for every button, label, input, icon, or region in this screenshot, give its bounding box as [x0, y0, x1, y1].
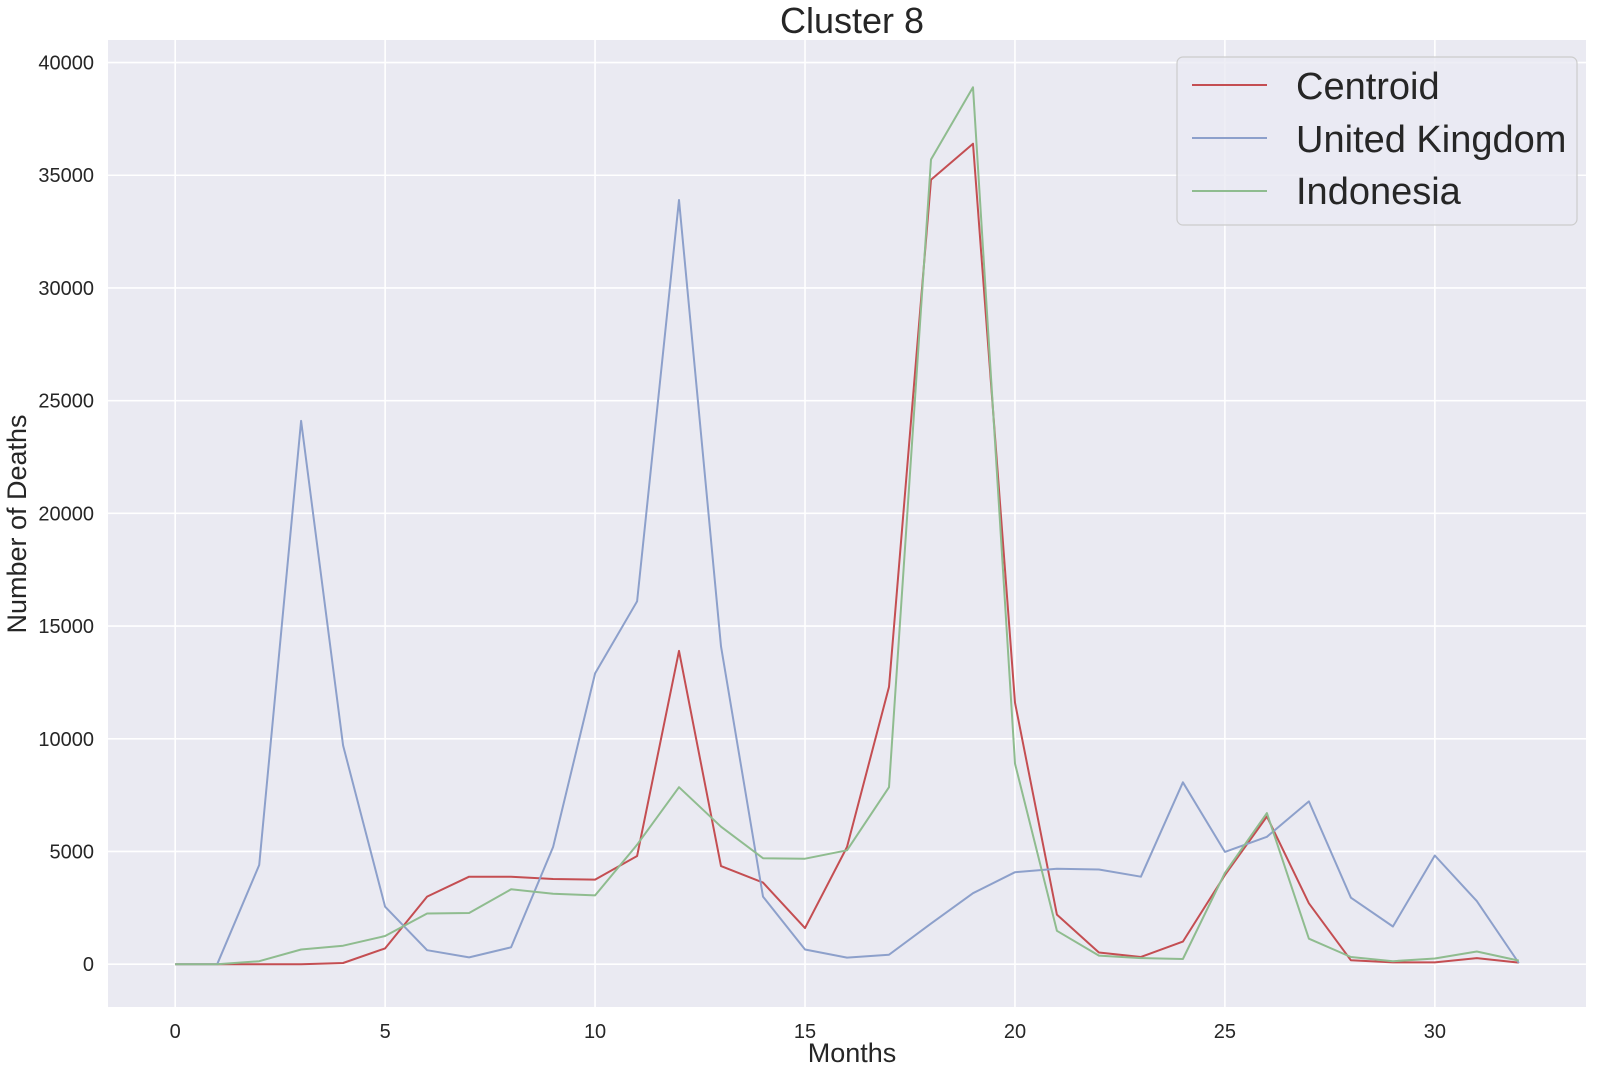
x-tick-label: 10: [584, 1021, 606, 1043]
series-line-centroid: [175, 142, 1519, 966]
legend-label-united-kingdom: United Kingdom: [1296, 119, 1566, 161]
x-tick-label: 30: [1424, 1021, 1446, 1043]
series-line-united-kingdom: [175, 199, 1520, 966]
legend-label-centroid: Centroid: [1296, 66, 1440, 108]
chart-title: Cluster 8: [780, 0, 924, 41]
y-tick-label: 5000: [50, 841, 95, 863]
legend-label-indonesia: Indonesia: [1296, 171, 1462, 213]
x-tick-labels: 0 5 10 15 20 25 30: [170, 1021, 1446, 1043]
x-tick-label: 0: [170, 1021, 181, 1043]
y-tick-label: 20000: [38, 503, 94, 525]
y-tick-label: 40000: [38, 53, 94, 75]
y-axis-label: Number of Deaths: [2, 414, 32, 633]
y-tick-label: 25000: [38, 391, 94, 413]
series-line-indonesia: [175, 86, 1520, 966]
y-tick-label: 30000: [38, 278, 94, 300]
x-tick-label: 20: [1004, 1021, 1026, 1043]
y-tick-label: 35000: [38, 165, 94, 187]
y-tick-labels: 0 5000 10000 15000 20000 25000 30000 35000 40000: [38, 53, 94, 977]
x-tick-label: 5: [380, 1021, 391, 1043]
legend-box: [1176, 56, 1578, 226]
x-axis-label: Months: [808, 1038, 897, 1068]
y-tick-label: 10000: [38, 729, 94, 751]
y-tick-label: 0: [83, 954, 94, 976]
x-tick-label: 25: [1214, 1021, 1236, 1043]
x-tick-label: 15: [794, 1021, 816, 1043]
legend: Centroid United Kingdom Indonesia: [1176, 56, 1578, 226]
y-tick-label: 15000: [38, 616, 94, 638]
series-lines: [175, 86, 1520, 966]
